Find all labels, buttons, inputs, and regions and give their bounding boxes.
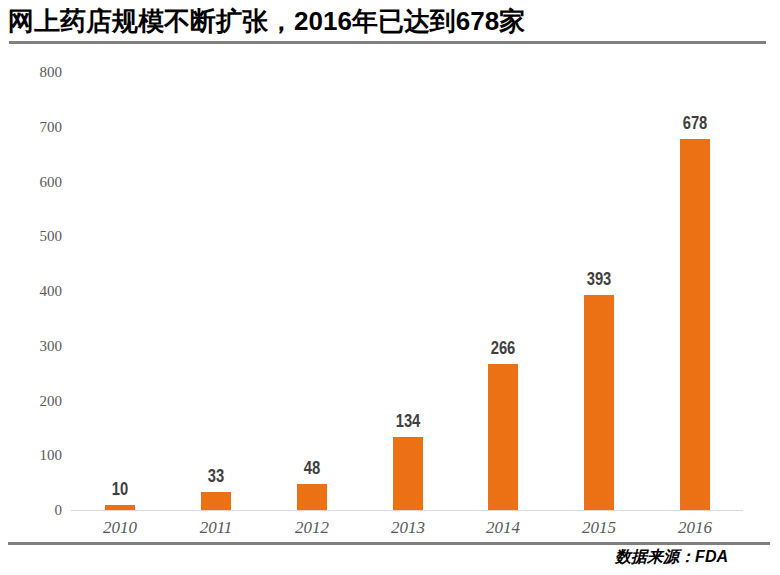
footer-divider bbox=[8, 542, 770, 545]
y-tick-0: 0 bbox=[0, 501, 62, 519]
y-tick-800: 800 bbox=[0, 63, 62, 81]
bar-value-2013: 134 bbox=[375, 412, 441, 430]
x-tick-2016: 2016 bbox=[647, 518, 743, 538]
bar-2012 bbox=[297, 484, 327, 510]
source-label: 数据来源：FDA bbox=[615, 547, 728, 568]
x-tick-2014: 2014 bbox=[455, 518, 551, 538]
bar-2015 bbox=[584, 295, 614, 510]
x-tick-2010: 2010 bbox=[72, 518, 168, 538]
x-axis-line bbox=[71, 510, 743, 511]
plot-area: 0 100 200 300 400 500 600 700 800 10 2010 33 2011 48 2… bbox=[0, 0, 780, 575]
bar-2013 bbox=[393, 437, 423, 510]
bar-value-2014: 266 bbox=[470, 339, 536, 357]
y-tick-500: 500 bbox=[0, 227, 62, 245]
y-tick-300: 300 bbox=[0, 337, 62, 355]
chart-page: 网上药店规模不断扩张，2016年已达到678家 0100200300400500… bbox=[0, 0, 780, 575]
bar-2010 bbox=[105, 505, 135, 510]
bar-value-2016: 678 bbox=[662, 114, 728, 132]
y-tick-400: 400 bbox=[0, 282, 62, 300]
bar-value-2012: 48 bbox=[279, 459, 345, 477]
y-tick-200: 200 bbox=[0, 392, 62, 410]
bar-value-2010: 10 bbox=[87, 480, 153, 498]
bar-value-2011: 33 bbox=[183, 467, 249, 485]
bar-2016 bbox=[680, 139, 710, 510]
x-tick-2012: 2012 bbox=[264, 518, 360, 538]
x-tick-2013: 2013 bbox=[360, 518, 456, 538]
y-tick-100: 100 bbox=[0, 446, 62, 464]
y-tick-600: 600 bbox=[0, 173, 62, 191]
bar-value-2015: 393 bbox=[566, 270, 632, 288]
x-tick-2011: 2011 bbox=[168, 518, 264, 538]
x-tick-2015: 2015 bbox=[551, 518, 647, 538]
bar-2014 bbox=[488, 364, 518, 510]
y-tick-700: 700 bbox=[0, 118, 62, 136]
bar-2011 bbox=[201, 492, 231, 510]
